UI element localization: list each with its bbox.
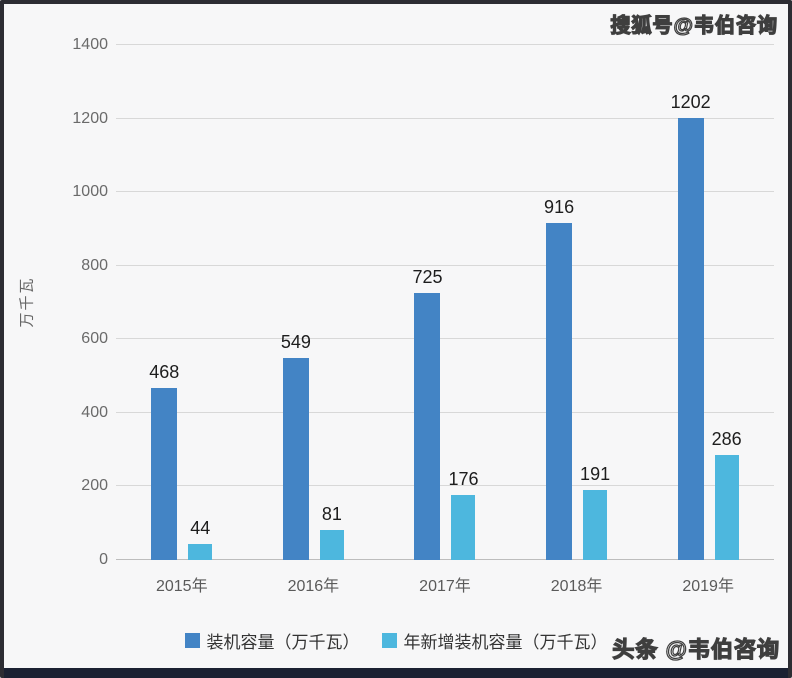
x-tick-label-2017年: 2017年 [419, 578, 471, 595]
y-tick-label-200: 200 [81, 477, 108, 495]
x-axis: 2015年 2016年 2017年 2018年 2019年 [116, 560, 774, 604]
bar-value-label: 191 [580, 463, 611, 484]
bar-series-0-2017年: 725 [412, 267, 443, 560]
legend-label: 装机容量（万千瓦） [206, 633, 360, 652]
bar-value-label: 549 [280, 332, 311, 353]
bar-rect [546, 223, 573, 560]
bar-group-2015年: 468 44 [116, 45, 248, 560]
bar-rect [188, 543, 213, 560]
x-tick-label-2016年: 2016年 [287, 578, 340, 595]
bar-series-0-2015年: 468 [149, 362, 179, 560]
chart-body: 万千瓦 0 200 400 600 800 1000 1200 1400 468 44 549 81… [4, 4, 788, 568]
bar-series-0-2016年: 549 [281, 332, 311, 560]
bars-layer: 468 44 549 81 725 176 916 191 1202 286 [116, 45, 774, 560]
bar-value-label: 725 [412, 267, 443, 288]
bar-rect [677, 117, 704, 560]
bar-series-1-2019年: 286 [712, 429, 742, 560]
legend-swatch-icon [184, 633, 200, 648]
gridline-1400 [116, 44, 774, 45]
bar-series-0-2019年: 1202 [671, 92, 711, 560]
gridline-0 [116, 559, 774, 560]
gridline-200 [116, 485, 774, 487]
bar-series-0-2018年: 916 [544, 197, 574, 560]
bar-rect [714, 454, 739, 560]
bar-value-label: 1202 [670, 91, 711, 112]
y-axis: 0 200 400 600 800 1000 1200 1400 [48, 36, 116, 568]
bar-series-1-2017年: 176 [448, 469, 479, 560]
y-axis-title-column: 万千瓦 [4, 45, 48, 560]
bottom-bar [4, 668, 788, 678]
bar-group-2017年: 725 176 [379, 45, 511, 560]
bar-rect [583, 489, 608, 560]
gridline-400 [116, 411, 774, 413]
gridline-600 [116, 338, 774, 340]
gridline-800 [116, 264, 774, 266]
legend-item-0: 装机容量（万千瓦） [184, 628, 360, 653]
bar-series-1-2015年: 44 [188, 518, 213, 560]
bar-rect [282, 358, 309, 560]
watermark-top-right: 搜狐号@韦伯咨询 [610, 14, 778, 37]
y-tick-label-400: 400 [81, 403, 108, 421]
bar-rect [319, 530, 344, 560]
gridline-1200 [116, 117, 774, 119]
bar-value-label: 81 [321, 504, 342, 525]
y-tick-label-1200: 1200 [72, 109, 108, 127]
bar-group-2016年: 549 81 [248, 45, 380, 560]
y-tick-label-1400: 1400 [72, 36, 108, 53]
bar-series-1-2018年: 191 [580, 464, 610, 560]
gridline-1000 [116, 191, 774, 193]
legend-swatch-icon [381, 633, 397, 648]
y-tick-label-800: 800 [81, 256, 108, 274]
bar-rect [151, 387, 178, 560]
y-tick-label-1000: 1000 [72, 183, 108, 201]
bar-rect [414, 293, 441, 560]
bar-group-2018年: 916 191 [511, 45, 643, 560]
y-axis-title: 万千瓦 [18, 276, 36, 328]
bar-value-label: 176 [448, 469, 479, 490]
legend-item-1: 年新增装机容量（万千瓦） [381, 628, 608, 653]
y-tick-label-600: 600 [81, 330, 108, 348]
legend: 装机容量（万千瓦） 年新增装机容量（万千瓦） [4, 628, 788, 653]
watermark-bottom-right: 头条 @韦伯咨询 [612, 636, 780, 662]
legend-label: 年新增装机容量（万千瓦） [403, 633, 608, 652]
bar-series-1-2016年: 81 [319, 504, 344, 560]
bar-rect [451, 495, 476, 560]
x-tick-label-2018年: 2018年 [550, 578, 603, 595]
bar-value-label: 286 [711, 428, 742, 449]
bar-group-2019年: 1202 286 [642, 45, 774, 560]
x-tick-label-2019年: 2019年 [682, 578, 734, 595]
plot-area: 468 44 549 81 725 176 916 191 1202 286 [116, 44, 774, 560]
bar-value-label: 916 [544, 197, 575, 218]
y-tick-label-0: 0 [99, 551, 108, 568]
bar-value-label: 44 [190, 517, 211, 538]
bar-value-label: 468 [149, 361, 180, 382]
x-tick-label-2015年: 2015年 [155, 578, 208, 595]
